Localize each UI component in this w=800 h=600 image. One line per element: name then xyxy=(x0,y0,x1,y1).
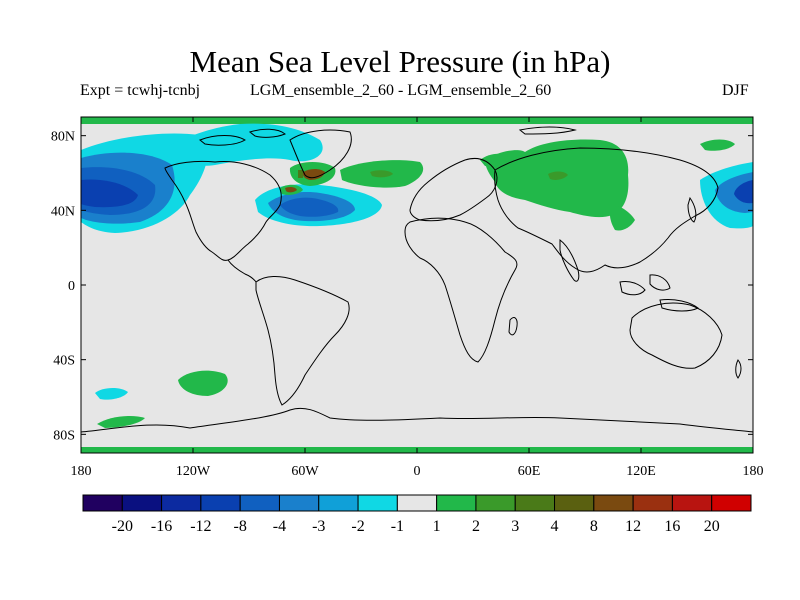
colorbar-swatch xyxy=(161,494,202,512)
coast-africa xyxy=(404,217,518,363)
colorbar-label: 3 xyxy=(511,518,519,535)
season-label: DJF xyxy=(722,82,749,99)
coast-central-america xyxy=(227,259,257,283)
colorbar-label: -3 xyxy=(312,518,325,535)
eurasia-high-core xyxy=(548,171,568,180)
colorbar-swatch xyxy=(239,494,280,512)
colorbar-swatch xyxy=(436,494,477,512)
colorbar-swatch xyxy=(711,494,752,512)
colorbar-swatch xyxy=(357,494,398,512)
x-tick-label: 120W xyxy=(176,464,211,479)
map-title: Mean Sea Level Pressure (in hPa) xyxy=(189,44,611,79)
coast-australia xyxy=(629,302,723,369)
greenland-high-core2 xyxy=(298,170,303,178)
colorbar-label: 12 xyxy=(625,518,641,535)
labrador-high-core xyxy=(285,186,297,193)
coast-south-america xyxy=(255,276,350,406)
colorbar-swatch xyxy=(475,494,516,512)
experiment-label: Expt = tcwhj-tcnbj xyxy=(80,82,201,99)
coast-arctic-islands xyxy=(199,126,577,146)
colorbar-label: -2 xyxy=(351,518,364,535)
x-tick-label: 60E xyxy=(518,464,541,479)
scandinavia-high xyxy=(480,153,512,167)
colorbar-label: 20 xyxy=(704,518,720,535)
colorbar-label: -1 xyxy=(391,518,404,535)
coast-new-zealand xyxy=(735,359,742,379)
y-tick-label: 80N xyxy=(51,130,75,145)
colorbar-swatch xyxy=(318,494,359,512)
y-tick-label: 40S xyxy=(53,354,75,369)
north-pacific-low-west-core3 xyxy=(81,179,138,208)
colorbar-label: 4 xyxy=(551,518,559,535)
longitude-axis: 180 120W 60W 0 60E 120E 180 xyxy=(71,117,764,479)
colorbar-swatch xyxy=(593,494,634,512)
x-tick-label: 0 xyxy=(414,464,421,479)
colorbar-swatch xyxy=(632,494,673,512)
x-tick-label: 180 xyxy=(743,464,764,479)
colorbar-label: 16 xyxy=(664,518,680,535)
coastlines xyxy=(81,126,753,433)
north-pacific-low-east-core1 xyxy=(715,172,753,213)
colorbar-swatch xyxy=(121,494,163,512)
colorbar-swatch xyxy=(278,494,320,512)
coast-india xyxy=(559,238,580,282)
y-tick-label: 80S xyxy=(53,428,75,443)
arctic-canada-low xyxy=(160,123,323,166)
colorbar-swatch xyxy=(514,494,556,512)
x-tick-label: 180 xyxy=(71,464,92,479)
x-tick-label: 60W xyxy=(291,464,319,479)
east-asia-tongue xyxy=(609,205,635,231)
y-tick-label: 40N xyxy=(51,204,75,219)
coast-north-america xyxy=(164,160,282,261)
colorbar-label: 2 xyxy=(472,518,480,535)
colorbar-label: -16 xyxy=(151,518,172,535)
colorbar-label: -20 xyxy=(112,518,133,535)
coast-japan xyxy=(687,196,697,223)
colorbar-swatch xyxy=(200,494,241,512)
colorbar-swatch xyxy=(82,494,123,512)
north-atlantic-low-core2 xyxy=(280,197,339,217)
south-pacific-low xyxy=(95,387,128,400)
ensemble-label: LGM_ensemble_2_60 - LGM_ensemble_2_60 xyxy=(250,82,552,99)
colorbar-label: -12 xyxy=(190,518,211,535)
siberia-arctic-high xyxy=(700,139,735,151)
colorbar-swatch xyxy=(671,494,713,512)
coast-greenland xyxy=(289,129,352,179)
colorbar: -20 -16 -12 -8 -4 -3 -2 -1 1 2 3 4 8 12 16 20 xyxy=(82,494,752,535)
coast-asia xyxy=(494,147,719,273)
latitude-axis: 80N 40N 0 40S 80S xyxy=(51,130,753,443)
colorbar-swatch xyxy=(396,494,438,512)
colorbar-label: 8 xyxy=(590,518,598,535)
coast-antarctica xyxy=(81,407,753,433)
south-pacific-high xyxy=(178,370,228,396)
colorbar-label: -8 xyxy=(234,518,247,535)
colorbar-swatch xyxy=(554,494,595,512)
colorbar-label: -4 xyxy=(273,518,286,535)
coast-madagascar xyxy=(508,317,518,336)
colorbar-label: 1 xyxy=(433,518,441,535)
y-tick-label: 0 xyxy=(68,279,75,294)
southern-ocean-high xyxy=(97,416,145,428)
mid-atlantic-high-core xyxy=(370,170,393,178)
coast-europe xyxy=(409,157,498,222)
north-pacific-low-east-core2 xyxy=(734,180,753,204)
x-tick-label: 120E xyxy=(626,464,656,479)
